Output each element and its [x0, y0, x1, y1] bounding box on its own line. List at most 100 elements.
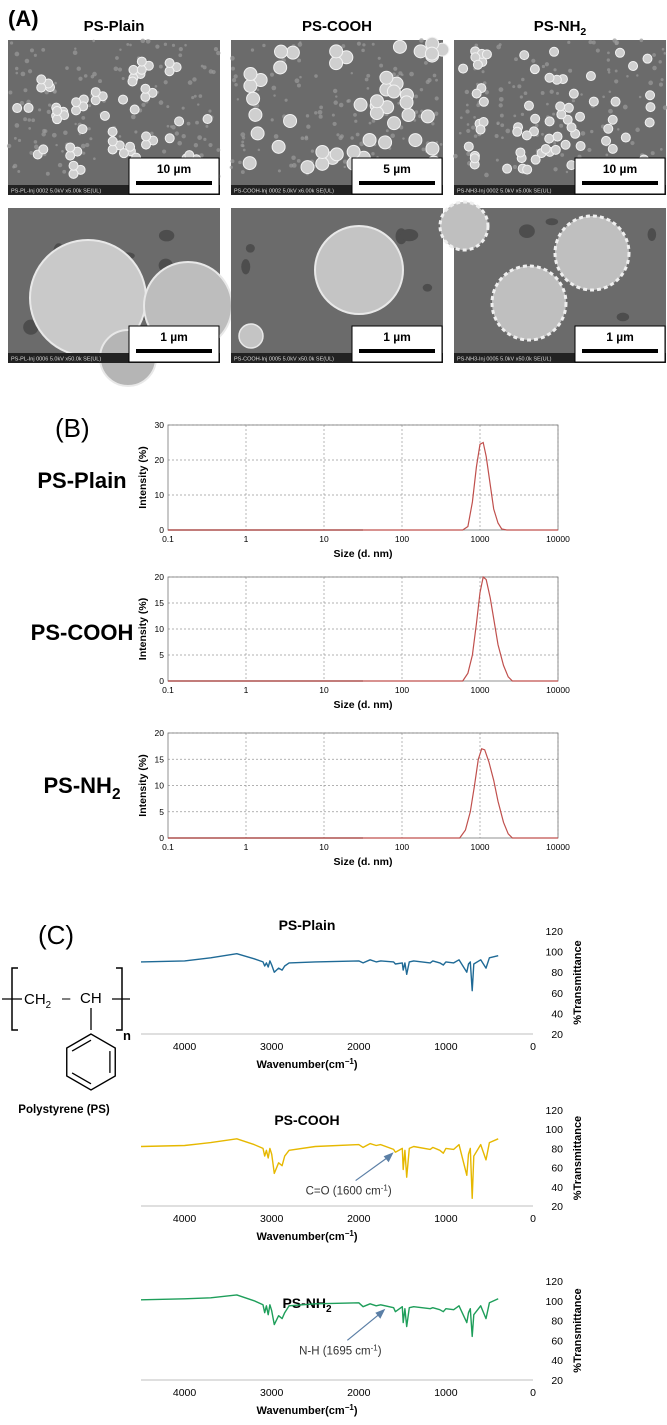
sem-debris: [26, 99, 31, 105]
sem-debris: [366, 87, 370, 90]
sem-particle: [386, 84, 401, 99]
annotation: C=O (1600 cm-1): [306, 1152, 394, 1198]
scale-bar: [359, 349, 435, 353]
sem-debris: [87, 104, 92, 108]
y-tick-label: 10: [155, 781, 165, 791]
sem-debris: [595, 48, 600, 53]
sem-debris: [41, 47, 46, 52]
sem-particle: [549, 46, 560, 57]
scale-bar-box: [351, 157, 443, 195]
sem-debris: [80, 143, 86, 149]
sem-debris: [474, 43, 479, 48]
sem-particle: [563, 102, 574, 113]
sem-debris: [432, 73, 437, 78]
sem-debris: [171, 43, 176, 47]
sem-debris: [13, 136, 17, 140]
sem-debris: [33, 144, 39, 150]
x-axis-label-sup: −1: [345, 1229, 355, 1238]
sem-debris: [608, 90, 612, 94]
sem-debris: [614, 79, 619, 84]
sem-debris: [617, 128, 620, 131]
sem-debris: [61, 149, 64, 153]
ftir-title-main: PS-COOH: [274, 1112, 339, 1128]
sem-debris: [24, 58, 30, 64]
sem-debris: [140, 38, 146, 44]
sem-debris: [27, 118, 31, 122]
sem-debris: [240, 132, 246, 138]
sem-debris: [419, 38, 424, 43]
sem-debris: [299, 75, 302, 79]
sem-debris: [332, 121, 337, 127]
structure-caption: Polystyrene (PS): [18, 1104, 110, 1116]
sem-debris: [181, 134, 186, 139]
sem-particle: [601, 135, 612, 146]
sem-particle: [607, 114, 618, 125]
sem-particle: [164, 58, 175, 69]
panel-a-label: (A): [8, 6, 39, 31]
sem-debris: [587, 147, 592, 153]
sem-particle: [620, 132, 631, 143]
sem-debris: [76, 66, 81, 71]
ftir-title-main: PS-Plain: [279, 917, 336, 933]
sem-column-title-main: PS-COOH: [302, 18, 372, 35]
sem-debris: [48, 103, 52, 107]
x-tick-label: 1: [244, 685, 249, 695]
sem-debris: [257, 148, 261, 152]
sem-pore: [23, 319, 39, 335]
sem-sphere: [438, 200, 490, 252]
annotation-arrowhead: [383, 1152, 394, 1163]
sem-particle: [401, 108, 416, 123]
sem-debris: [28, 127, 32, 130]
sem-debris: [517, 84, 522, 89]
sem-particle: [378, 135, 393, 150]
y-tick-label: 30: [155, 420, 165, 430]
sem-particle: [362, 133, 377, 148]
sem-debris: [553, 68, 557, 72]
sem-particle: [250, 126, 265, 141]
sem-debris: [626, 75, 629, 78]
sem-tile: PS-COOH-Inj 0002 5.0kV x6.00k SE(UL) 5 µm: [229, 36, 450, 195]
sem-particle: [38, 144, 49, 155]
sem-debris: [605, 153, 609, 157]
sem-particle: [273, 60, 288, 75]
sem-debris: [17, 138, 22, 143]
sem-debris: [238, 160, 242, 165]
sem-debris: [62, 169, 67, 174]
sem-debris: [181, 106, 185, 110]
sem-debris: [82, 151, 86, 155]
sem-debris: [14, 123, 20, 128]
x-tick-label: 1000: [434, 1387, 458, 1399]
sem-particle: [90, 87, 101, 98]
sem-debris: [197, 135, 203, 140]
sem-particle: [408, 133, 423, 148]
sem-debris: [230, 159, 235, 164]
sem-footer-strip: [8, 185, 220, 195]
sem-debris: [250, 48, 255, 52]
scale-bar-label: 10 µm: [603, 162, 637, 176]
x-axis-label-close: ): [354, 1059, 358, 1071]
sem-tile: PS-COOH-Inj 0005 5.0kV x50.0k SE(UL) 1 µm: [231, 208, 443, 363]
ftir-chart: PS-NH2 4000 3000 2000 1000 0 20 40 60 80 100 120 Wav…: [140, 1276, 584, 1417]
sem-debris: [306, 124, 311, 129]
sem-tile: PS-NH3-Inj 0005 5.0kV x50.0k SE(UL) 1 µm: [438, 200, 666, 363]
sem-debris: [72, 50, 78, 56]
sem-particle: [471, 88, 482, 99]
sem-debris: [208, 109, 212, 113]
sem-particle: [164, 66, 175, 77]
sem-footer-strip: [454, 185, 666, 195]
sem-debris: [51, 132, 57, 138]
sem-debris: [241, 140, 245, 144]
sem-debris: [178, 47, 183, 52]
sem-debris: [184, 43, 187, 47]
sem-particle: [603, 123, 614, 134]
x-tick-label: 0: [530, 1387, 536, 1399]
sem-debris: [262, 43, 266, 48]
structure-dash: –: [62, 990, 71, 1007]
sem-debris: [83, 74, 88, 78]
annotation-close: ): [378, 1345, 382, 1357]
sem-particle: [271, 139, 286, 154]
sem-particle: [642, 53, 653, 64]
sem-debris: [425, 79, 430, 85]
sem-debris: [658, 60, 662, 64]
x-tick-label: 100: [395, 685, 409, 695]
